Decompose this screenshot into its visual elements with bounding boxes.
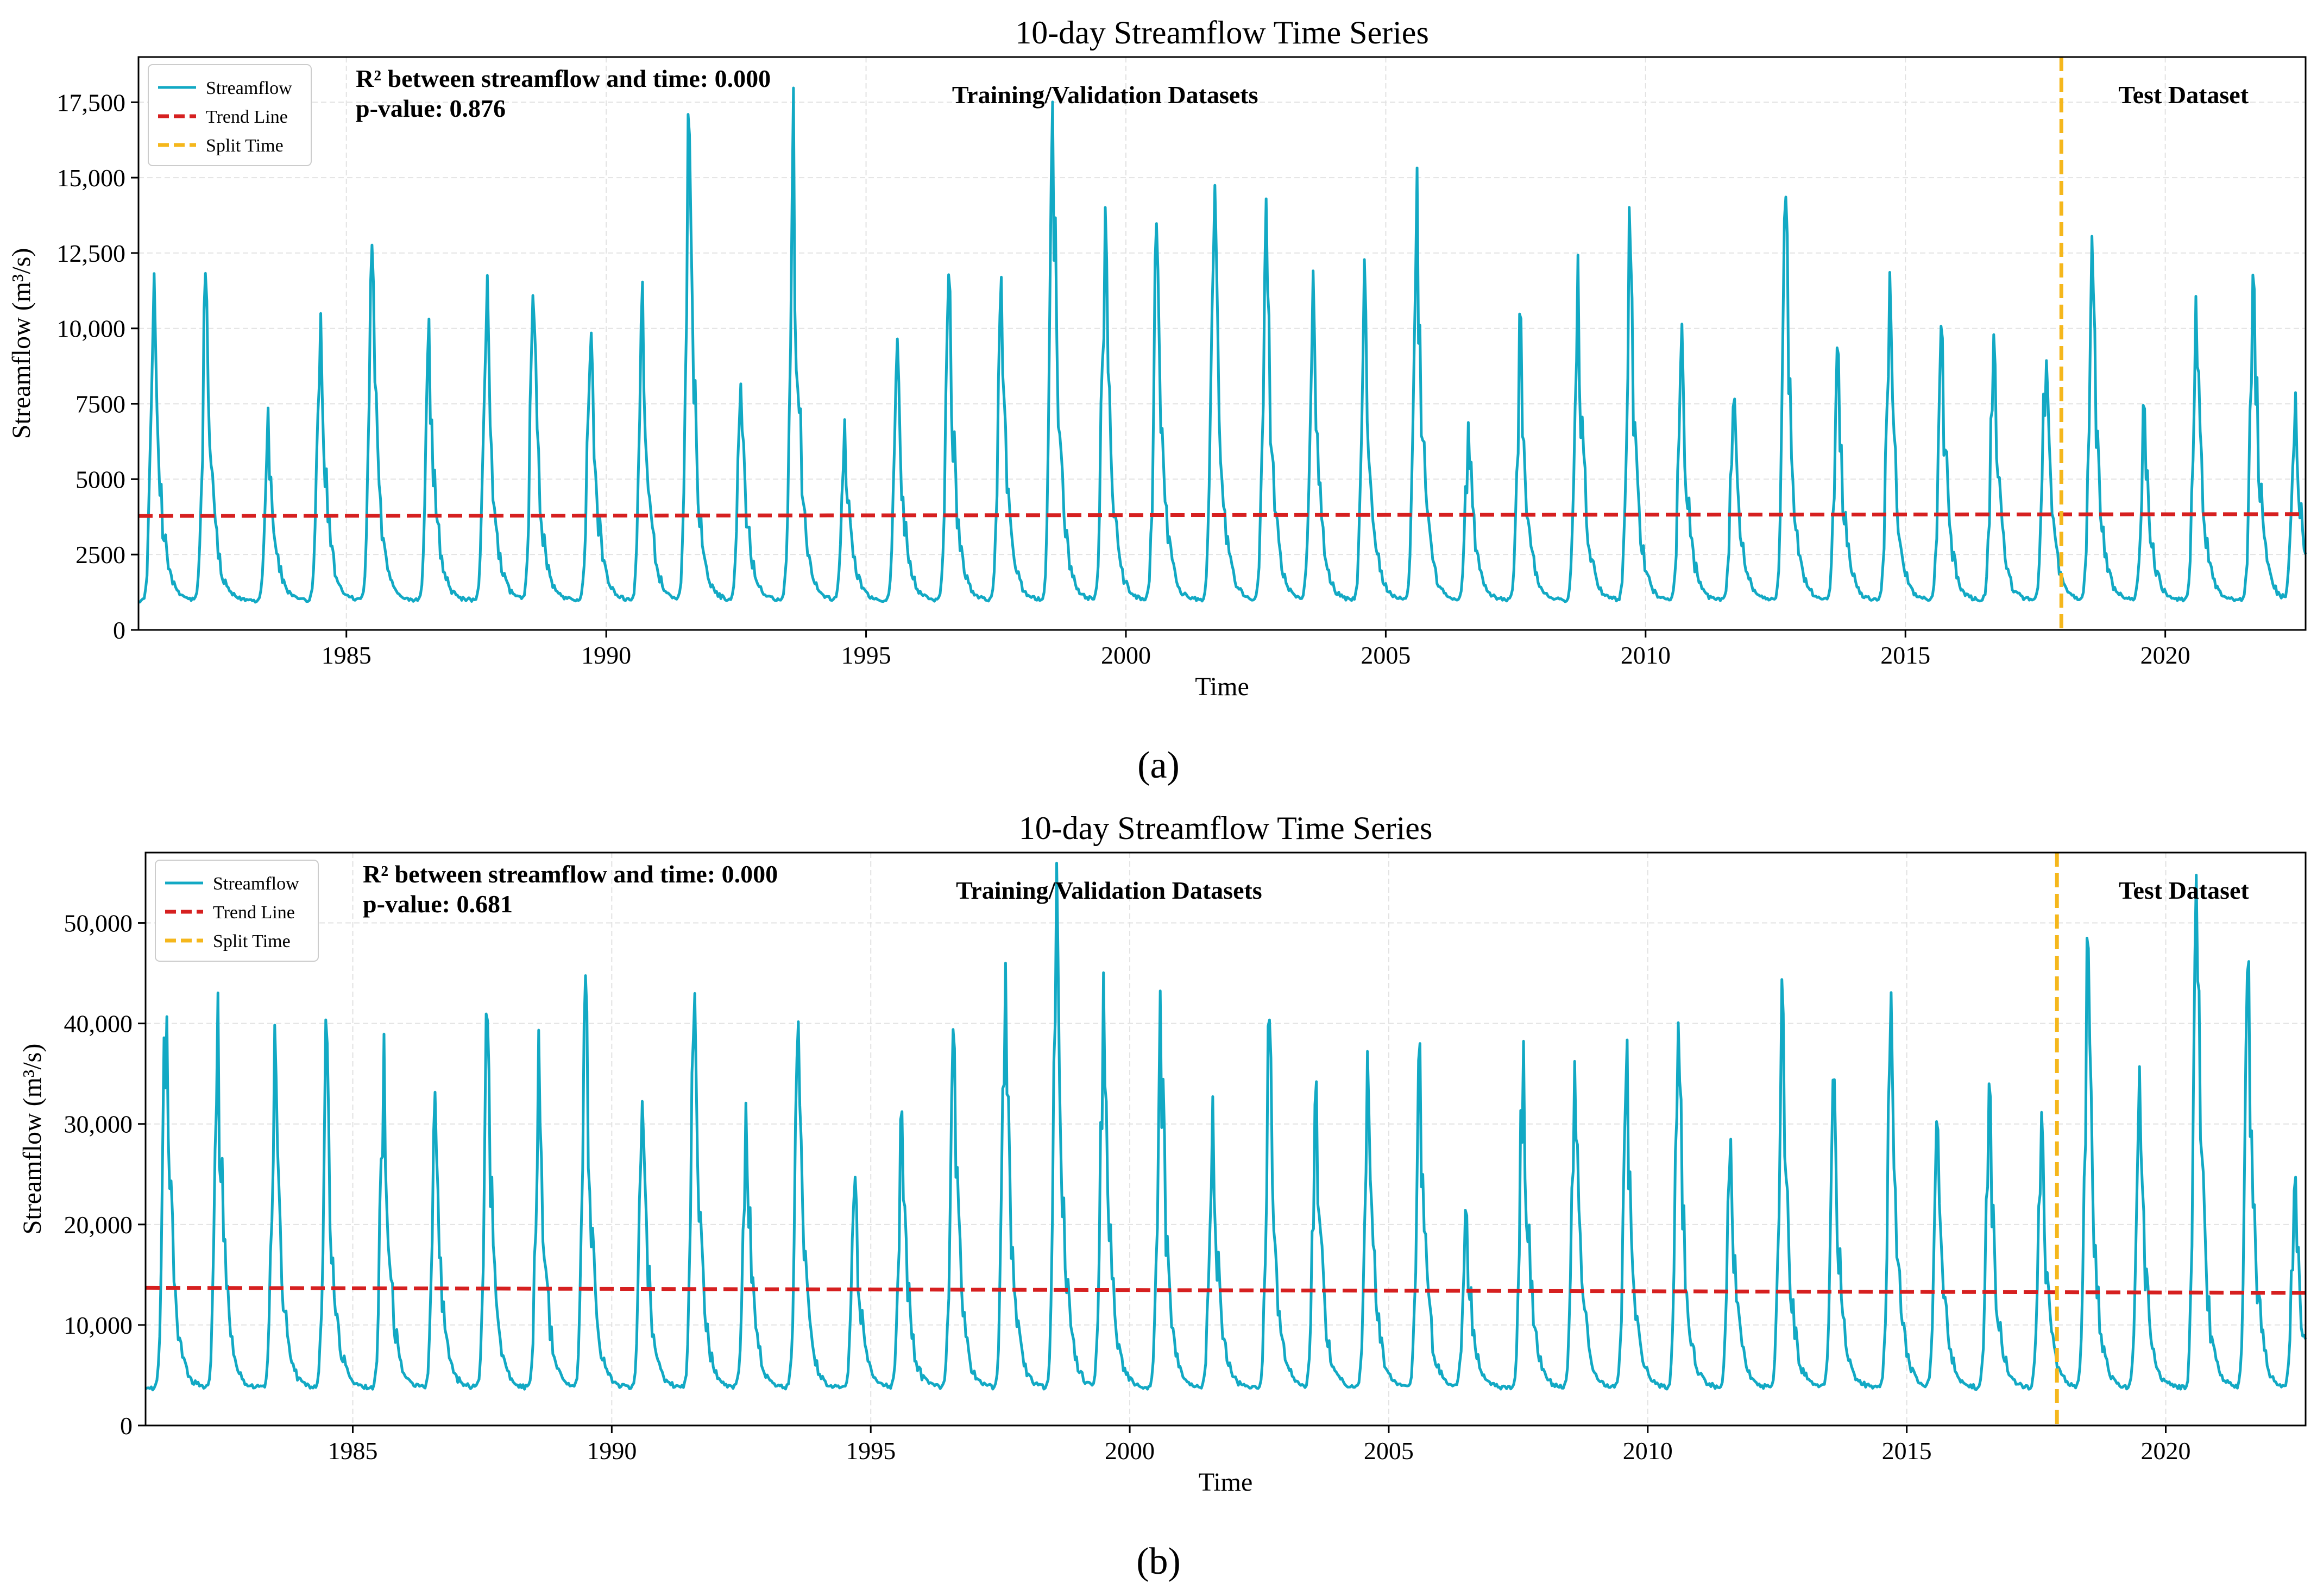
x-axis-label: Time [1199, 1468, 1253, 1497]
y-tick-label: 15,000 [57, 164, 126, 192]
chart-title: 10-day Streamflow Time Series [1015, 15, 1429, 51]
x-tick-label: 2005 [1361, 641, 1411, 669]
axes-frame [144, 851, 2307, 1427]
y-tick-label: 40,000 [64, 1010, 133, 1038]
streamflow-series-line [144, 861, 2307, 1392]
x-tick-label: 1995 [841, 641, 891, 669]
legend-label: Split Time [206, 136, 284, 156]
y-tick-label: 5000 [75, 465, 125, 493]
p-value-annotation: p-value: 0.876 [356, 94, 506, 122]
x-tick-label: 1990 [581, 641, 631, 669]
legend-label: Streamflow [213, 874, 299, 894]
trend-line [145, 1285, 2306, 1295]
x-tick-label: 2010 [1623, 1437, 1673, 1465]
test-dataset-label: Test Dataset [2118, 81, 2249, 109]
y-tick-label: 50,000 [64, 910, 133, 937]
y-tick-label: 0 [120, 1412, 133, 1440]
x-tick-label: 1985 [322, 641, 372, 669]
x-tick-label: 2020 [2140, 1437, 2190, 1465]
legend-box [148, 64, 312, 166]
y-tick-label: 2500 [75, 541, 125, 569]
x-tick-label: 2000 [1101, 641, 1151, 669]
y-tick-label: 12,500 [57, 239, 126, 267]
y-tick-label: 17,500 [57, 89, 126, 116]
x-tick-label: 2000 [1105, 1437, 1155, 1465]
panel-a: 1985 1990 1995 2000 2005 2010 2015 2020 0 2500 500… [7, 15, 2307, 701]
caption-b: (b) [1136, 1541, 1181, 1582]
x-tick-label: 1985 [328, 1437, 377, 1465]
y-axis-label: Streamflow (m³/s) [18, 1044, 47, 1235]
panel-b: 1985 1990 1995 2000 2005 2010 2015 2020 0 10,000 2… [18, 810, 2307, 1497]
x-tick-label: 2020 [2140, 641, 2190, 669]
trend-line [138, 512, 2306, 518]
legend-label: Streamflow [206, 78, 292, 98]
training-validation-label: Training/Validation Datasets [956, 876, 1262, 904]
r2-annotation: R² between streamflow and time: 0.000 [356, 65, 771, 92]
test-dataset-label: Test Dataset [2119, 876, 2249, 904]
x-tick-label: 2010 [1621, 641, 1671, 669]
streamflow-series-line [138, 86, 2307, 604]
x-tick-label: 2015 [1880, 641, 1930, 669]
y-tick-label: 0 [113, 616, 125, 644]
caption-a: (a) [1137, 745, 1180, 786]
plot-area [138, 57, 2306, 630]
x-tick-label: 2005 [1364, 1437, 1414, 1465]
legend-box [155, 860, 319, 962]
plot-area [146, 853, 2306, 1425]
x-tick-label: 2015 [1882, 1437, 1932, 1465]
p-value-annotation: p-value: 0.681 [363, 890, 513, 918]
y-axis-label: Streamflow (m³/s) [7, 248, 36, 439]
x-tick-label: 1990 [587, 1437, 637, 1465]
legend: Streamflow Trend Line Split Time [155, 860, 319, 962]
legend: Streamflow Trend Line Split Time [148, 64, 312, 166]
x-axis-label: Time [1195, 672, 1249, 701]
y-tick-label: 30,000 [64, 1111, 133, 1138]
training-validation-label: Training/Validation Datasets [952, 81, 1258, 109]
x-tick-label: 1995 [846, 1437, 896, 1465]
r2-annotation: R² between streamflow and time: 0.000 [363, 860, 778, 888]
legend-label: Trend Line [213, 903, 295, 923]
axes-frame [137, 56, 2307, 631]
chart-title: 10-day Streamflow Time Series [1019, 810, 1433, 846]
y-tick-label: 10,000 [57, 315, 126, 343]
y-tick-label: 7500 [75, 390, 125, 418]
y-tick-label: 20,000 [64, 1211, 133, 1239]
legend-label: Trend Line [206, 107, 288, 127]
legend-label: Split Time [213, 931, 291, 951]
y-tick-label: 10,000 [64, 1311, 133, 1339]
